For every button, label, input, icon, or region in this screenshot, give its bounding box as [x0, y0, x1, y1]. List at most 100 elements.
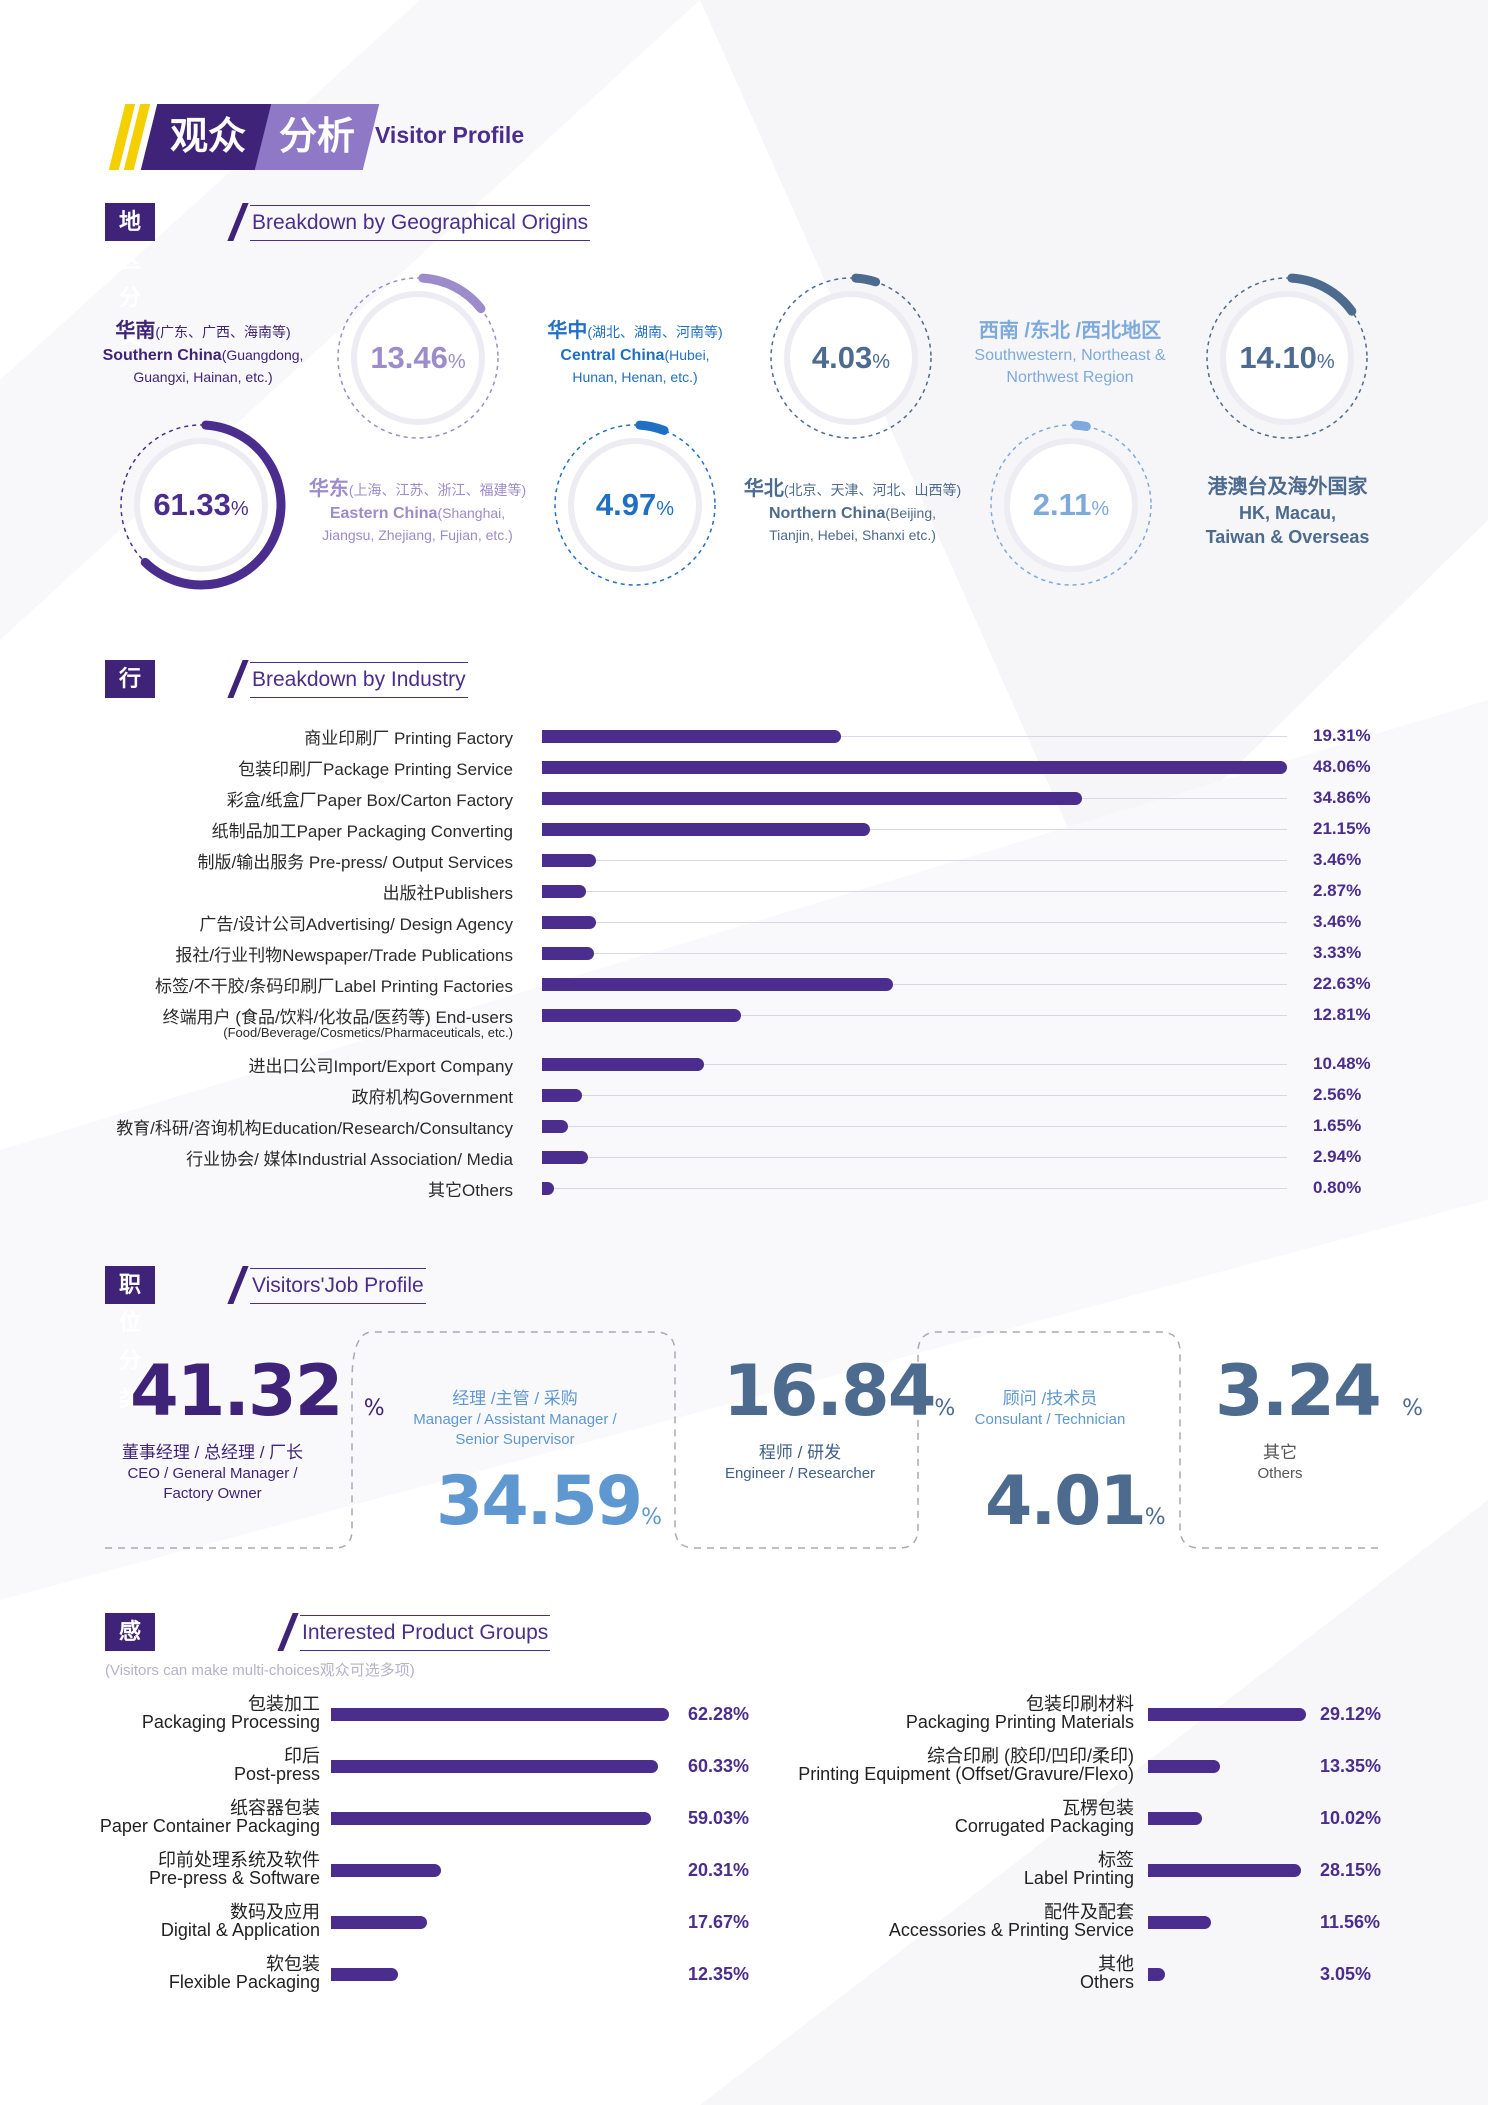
industry-value-label: 12.81%: [1313, 1005, 1371, 1024]
region-en-name: Eastern China: [329, 505, 438, 522]
industry-row: 终端用户 (食品/饮料/化妆品/医药等) End-users (Food/Beve…: [0, 1001, 1488, 1040]
industry-value-label: 21.15%: [1313, 819, 1371, 838]
industry-row: 进出口公司Import/Export Company 10.48%: [0, 1050, 1488, 1080]
region-en-detail: (Shanghai,: [437, 505, 506, 521]
industry-value-label: 10.48%: [1313, 1054, 1371, 1073]
region-ring-overseas: 14.10%: [1202, 273, 1372, 443]
industry-bar: [542, 1120, 568, 1133]
product-bar-left: [331, 1968, 399, 1981]
product-label-en: Others: [1079, 1972, 1134, 1992]
ring-graphic: [990, 420, 1152, 586]
region-en: Northern China(Beijing,: [735, 503, 970, 525]
ring-value-arc: [418, 273, 486, 314]
product-value-label: 10.02%: [1320, 1808, 1382, 1828]
industry-row: 标签/不干胶/条码印刷厂Label Printing Factories 22.6…: [0, 970, 1488, 1000]
region-label-overseas: 港澳台及海外国家 HK, Macau, Taiwan & Overseas: [1175, 474, 1400, 550]
percent-sign: %: [656, 498, 675, 520]
industry-value-label: 3.46%: [1313, 912, 1362, 931]
job-value-others: 3.24 %: [1215, 1350, 1423, 1432]
product-label-en: Accessories & Printing Service: [888, 1920, 1134, 1940]
industry-label: 广告/设计公司Advertising/ Design Agency: [199, 915, 513, 934]
page-header: 观众 分析 Visitor Profile: [105, 104, 625, 170]
region-pct-value: 4.97: [595, 487, 657, 522]
ring-dashed-outline: [337, 277, 499, 439]
industry-label: 制版/输出服务 Pre-press/ Output Services: [197, 853, 513, 872]
section-slash: [227, 660, 249, 698]
job-en: Engineer / Researcher: [724, 1465, 876, 1483]
section-slash: [227, 203, 249, 241]
product-label-cn: 标签: [1098, 1850, 1134, 1870]
region-en-detail-2: Tianjin, Hebei, Shanxi etc.): [769, 526, 936, 543]
page-title: Visitor Profile: [375, 122, 525, 148]
product-bar-right: [1148, 1708, 1307, 1721]
industry-value-label: 34.86%: [1313, 788, 1371, 807]
product-label-cn: 包装印刷材料: [1026, 1694, 1134, 1714]
section-title-cn: 行业分类: [105, 660, 156, 805]
ring-dashed-outline: [770, 277, 932, 439]
ring-dashed-outline: [1206, 277, 1368, 439]
product-value-label: 17.67%: [688, 1912, 750, 1932]
percent-sign: %: [934, 1396, 956, 1421]
region-pct: 14.10%: [1202, 273, 1372, 443]
industry-label: 纸制品加工Paper Packaging Converting: [211, 822, 513, 841]
product-value-label: 28.15%: [1320, 1860, 1382, 1880]
product-bar-left: [331, 1708, 669, 1721]
ring-graphic: [1206, 273, 1368, 439]
percent-sign: %: [1402, 1396, 1423, 1421]
product-bar-right: [1148, 1916, 1211, 1929]
region-label-south: 华南(广东、广西、海南等) Southern China(Guangdong, …: [78, 318, 328, 388]
industry-bar: [542, 947, 594, 960]
industry-label: 出版社Publishers: [382, 884, 513, 903]
ring-value-arc: [851, 273, 881, 287]
job-cn: 其它: [1263, 1443, 1297, 1462]
product-value-label: 60.33%: [688, 1756, 750, 1776]
industry-value-label: 22.63%: [1313, 974, 1371, 993]
region-en-line2: Jiangsu, Zhejiang, Fujian, etc.): [300, 525, 535, 547]
region-en-detail-2: Guangxi, Hainan, etc.): [133, 368, 273, 385]
section-slash: [227, 1266, 249, 1304]
product-label-en: Corrugated Packaging: [954, 1816, 1134, 1836]
job-label-others: 其它 Others: [1220, 1442, 1340, 1484]
product-value-label: 11.56%: [1320, 1912, 1381, 1932]
region-label-east: 华东(上海、江苏、浙江、福建等) Eastern China(Shanghai,…: [300, 476, 535, 546]
industry-value-label: 3.33%: [1313, 943, 1362, 962]
product-label-cn: 数码及应用: [230, 1902, 320, 1922]
region-en-detail: (Hubei,: [664, 347, 710, 363]
section-title-en: Breakdown by Industry: [250, 662, 468, 698]
ring-inner-disc: [1220, 291, 1354, 425]
industry-row: 政府机构Government 2.56%: [0, 1081, 1488, 1111]
title-cn-1: 观众: [169, 116, 246, 158]
industry-row: 包装印刷厂Package Printing Service 48.06%: [0, 753, 1488, 783]
region-pct-value: 61.33: [153, 487, 231, 522]
industry-label: 彩盒/纸盒厂Paper Box/Carton Factory: [226, 791, 513, 810]
region-cn: 华中(湖北、湖南、河南等): [525, 318, 745, 345]
region-pct-value: 13.46: [370, 340, 448, 375]
industry-row: 广告/设计公司Advertising/ Design Agency 3.46%: [0, 908, 1488, 938]
ring-inner-disc: [351, 291, 485, 425]
job-cn: 董事经理 / 总经理 / 厂长: [121, 1443, 304, 1462]
product-label-en: Digital & Application: [160, 1920, 320, 1940]
region-pct: 61.33%: [116, 420, 286, 590]
region-cn-name: 华南: [115, 320, 156, 342]
product-label-en: Packaging Processing: [141, 1712, 320, 1732]
industry-track: [542, 953, 1287, 954]
product-label-cn: 其他: [1098, 1954, 1134, 1974]
ring-graphic: [120, 420, 286, 590]
ring-dashed-outline: [554, 424, 716, 586]
ring-graphic: [770, 273, 932, 439]
industry-track: [542, 829, 1287, 830]
job-value: 3.24: [1215, 1350, 1382, 1432]
ring-dashed-outline: [990, 424, 1152, 586]
job-en: CEO / General Manager /: [127, 1465, 298, 1483]
industry-label: 其它Others: [427, 1181, 513, 1200]
industry-bar: [542, 761, 1287, 774]
percent-sign: %: [1144, 1505, 1166, 1530]
industry-track: [542, 736, 1287, 737]
product-label-en: Printing Equipment (Offset/Gravure/Flexo…: [798, 1764, 1134, 1784]
industry-bar: [542, 1089, 582, 1102]
product-label-en: Packaging Printing Materials: [905, 1712, 1134, 1732]
job-value: 34.59: [436, 1462, 643, 1541]
region-cn: 华北(北京、天津、河北、山西等): [735, 476, 970, 503]
industry-track: [542, 984, 1287, 985]
industry-row: 教育/科研/咨询机构Education/Research/Consultancy…: [0, 1112, 1488, 1142]
